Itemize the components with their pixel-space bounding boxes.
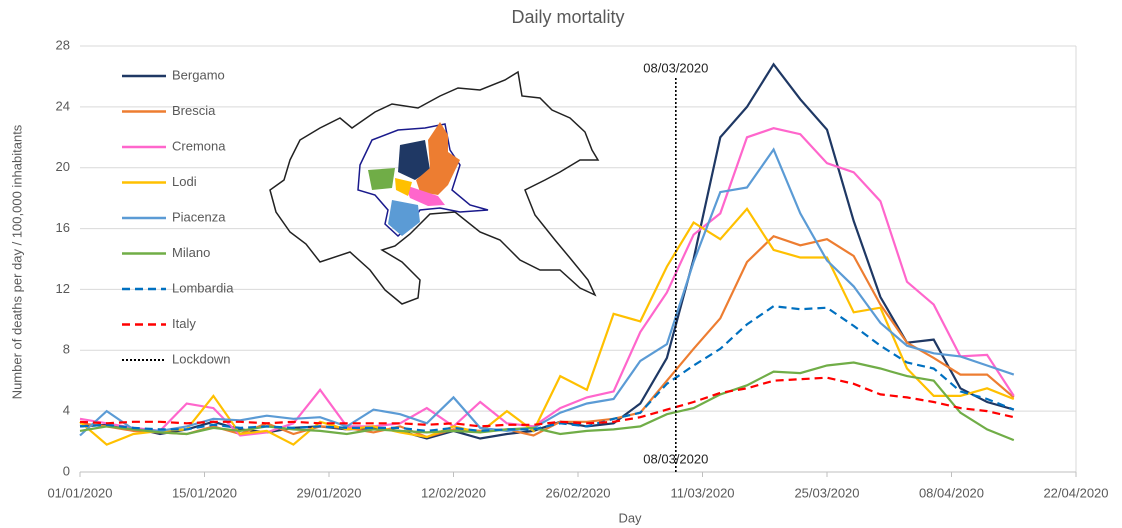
legend-label: Cremona [172, 138, 226, 153]
province [416, 122, 460, 195]
series-line [79, 305, 1015, 433]
annotation: 08/03/2020 [643, 60, 708, 75]
annotation: 08/03/2020 [643, 451, 708, 466]
y-axis-label: Number of deaths per day / 100,000 inhab… [9, 124, 24, 399]
grid [79, 45, 1077, 477]
legend-label: Piacenza [172, 209, 226, 224]
map-provinces [368, 122, 460, 236]
x-tick-label: 08/04/2020 [919, 485, 984, 500]
x-tick-label: 15/01/2020 [172, 485, 237, 500]
province [368, 168, 395, 190]
y-tick-label: 20 [56, 159, 70, 174]
province [388, 200, 420, 236]
series-line [79, 361, 1015, 442]
province [395, 178, 412, 196]
y-tick-label: 28 [56, 37, 70, 52]
map-outline [269, 70, 600, 305]
x-axis-label: Day [618, 510, 642, 525]
x-tick-label: 22/04/2020 [1043, 485, 1108, 500]
map-inset [269, 70, 600, 305]
province [398, 140, 430, 180]
x-tick-label: 26/02/2020 [545, 485, 610, 500]
series-line [79, 234, 1015, 439]
legend-label: Bergamo [172, 67, 225, 82]
lombardy-outline [357, 123, 489, 238]
x-tick-label: 25/03/2020 [794, 485, 859, 500]
y-tick-label: 4 [63, 403, 70, 418]
legend-label: Lombardia [172, 280, 234, 295]
y-tick-label: 0 [63, 463, 70, 478]
series-line [79, 376, 1015, 428]
legend-label: Lockdown [172, 351, 231, 366]
x-tick-label: 01/01/2020 [47, 485, 112, 500]
series-line [79, 147, 1015, 437]
chart-title: Daily mortality [511, 7, 624, 27]
y-tick-label: 12 [56, 281, 70, 296]
legend-label: Brescia [172, 103, 216, 118]
legend-label: Milano [172, 245, 210, 260]
x-tick-label: 11/03/2020 [670, 485, 734, 500]
y-tick-label: 24 [56, 98, 70, 113]
legend-label: Lodi [172, 174, 197, 189]
x-tick-label: 29/01/2020 [296, 485, 361, 500]
y-tick-label: 16 [56, 220, 70, 235]
legend-label: Italy [172, 316, 196, 331]
y-tick-label: 8 [63, 342, 70, 357]
province [405, 185, 445, 206]
x-tick-label: 12/02/2020 [421, 485, 486, 500]
